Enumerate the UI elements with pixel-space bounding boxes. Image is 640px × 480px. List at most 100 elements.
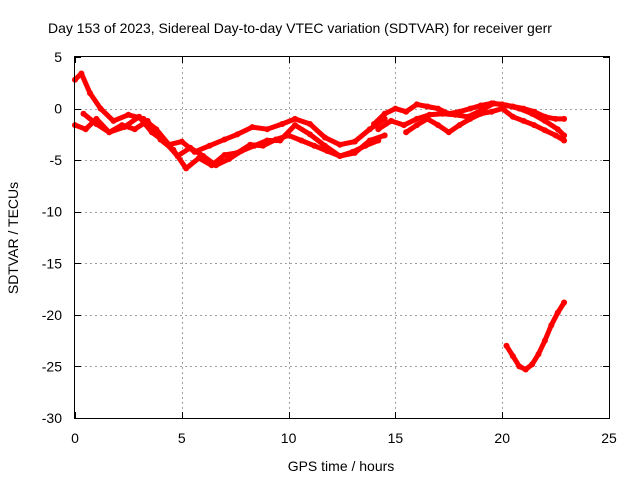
data-point [336, 141, 343, 148]
y-tick-label: -10 [42, 204, 62, 220]
data-point [121, 124, 128, 131]
x-tick-label: 20 [494, 430, 510, 446]
data-point [292, 115, 298, 122]
data-point [452, 111, 459, 118]
data-point [238, 147, 245, 154]
y-tick-label: -25 [42, 358, 62, 374]
series-line [375, 100, 567, 138]
data-point [221, 136, 228, 143]
data-point [351, 149, 358, 156]
series-track-7 [503, 299, 568, 373]
y-tick-label: -5 [50, 152, 63, 168]
data-point [351, 138, 358, 145]
x-tick-label: 0 [71, 430, 79, 446]
data-point [554, 126, 561, 133]
x-axis-label: GPS time / hours [288, 458, 395, 474]
data-point [561, 299, 568, 306]
data-point [520, 117, 527, 124]
data-point [264, 126, 271, 133]
data-point [541, 337, 548, 344]
data-point [413, 101, 420, 108]
data-point [552, 115, 559, 122]
data-point [400, 122, 407, 129]
data-point [403, 129, 410, 136]
data-point [174, 153, 181, 159]
data-point [131, 126, 138, 133]
data-point [161, 138, 168, 145]
data-point [78, 70, 85, 77]
data-point [336, 153, 343, 159]
data-point [561, 115, 568, 122]
data-point [80, 110, 87, 117]
data-point [467, 105, 474, 112]
data-point [366, 137, 373, 144]
data-point [424, 115, 431, 122]
data-point [183, 165, 190, 172]
data-point [371, 121, 377, 127]
data-point [225, 156, 232, 163]
data-point [375, 126, 382, 133]
data-point [503, 102, 510, 109]
data-point [292, 122, 298, 129]
data-point [307, 131, 313, 138]
y-tick-label: -15 [42, 255, 62, 271]
data-point [488, 108, 495, 115]
data-point [435, 122, 442, 129]
series-track-3 [80, 110, 388, 169]
chart-title: Day 153 of 2023, Sidereal Day-to-day VTE… [48, 20, 552, 36]
data-point [467, 115, 474, 122]
data-point [499, 105, 506, 112]
data-point [187, 144, 194, 151]
data-point [439, 110, 446, 117]
data-point [535, 351, 542, 358]
data-point [424, 103, 431, 110]
data-point [561, 137, 568, 144]
x-tick-label: 25 [601, 430, 617, 446]
data-point [87, 90, 93, 97]
series-track-1 [72, 70, 388, 155]
data-point [477, 110, 484, 117]
data-point [251, 142, 258, 149]
data-point [541, 127, 548, 134]
data-point [403, 108, 410, 115]
data-point [413, 115, 420, 122]
data-point [366, 126, 373, 133]
data-point [279, 121, 286, 127]
x-tick-label: 10 [281, 430, 297, 446]
data-point [311, 142, 318, 149]
y-tick-label: -30 [42, 410, 62, 426]
data-point [392, 105, 399, 112]
data-point [381, 132, 388, 139]
plot-frame [74, 56, 610, 419]
tick-layer: 0 5 10 15 20 25 -30 -25 -20 -15 -10 -5 0 5 [42, 49, 617, 446]
data-point [529, 110, 536, 117]
data-point [213, 162, 219, 169]
data-point [200, 153, 207, 159]
data-point [221, 152, 228, 158]
data-point [106, 129, 113, 136]
data-point [531, 122, 538, 129]
data-point [490, 100, 497, 107]
data-point [435, 105, 442, 112]
series-line [72, 71, 388, 155]
data-point [93, 121, 100, 127]
y-axis-label: SDTVAR / TECUs [5, 182, 21, 294]
data-point [445, 129, 452, 136]
y-tick-label: 5 [54, 49, 62, 65]
data-point [307, 121, 313, 127]
data-point [277, 137, 284, 144]
data-layer [72, 70, 568, 373]
x-tick-label: 15 [388, 430, 404, 446]
data-point [125, 111, 132, 118]
data-point [548, 322, 555, 329]
data-point [554, 309, 561, 316]
data-point [456, 122, 463, 129]
data-point [522, 366, 529, 373]
data-point [321, 134, 328, 141]
data-point [110, 117, 117, 124]
data-point [321, 142, 328, 149]
data-point [206, 142, 213, 149]
data-point [509, 353, 516, 360]
data-point [97, 105, 104, 112]
